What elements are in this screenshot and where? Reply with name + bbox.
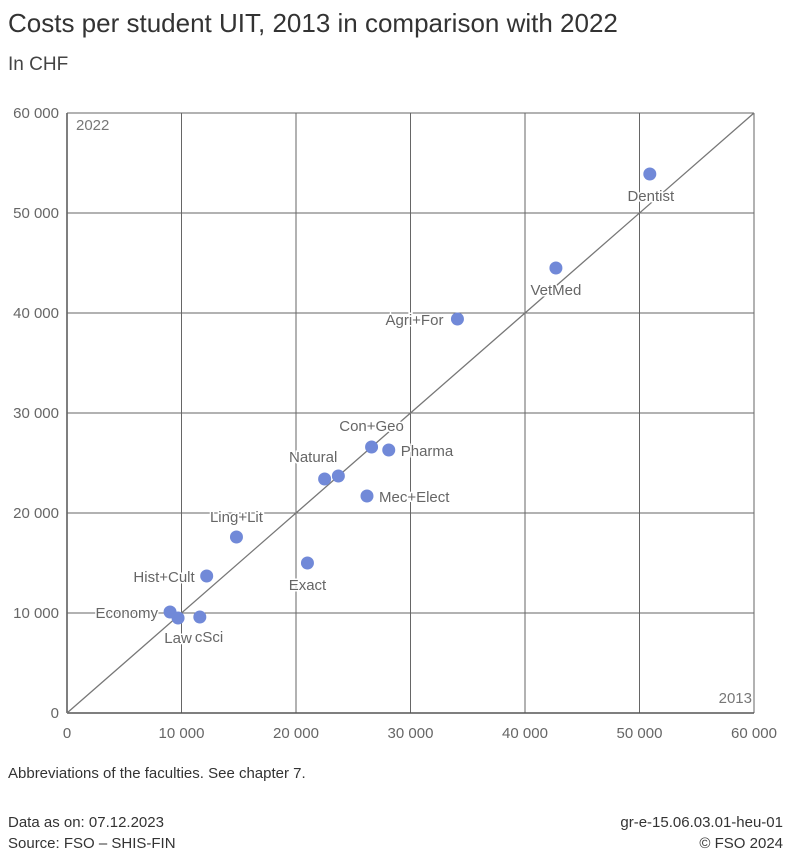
y-axis-label: 2022 bbox=[76, 117, 109, 134]
data-point bbox=[171, 611, 185, 625]
data-label: VetMed bbox=[530, 282, 581, 299]
data-point bbox=[643, 167, 657, 181]
data-label: Con+Geo bbox=[339, 418, 404, 435]
scatter-chart: 0 10 000 20 000 30 000 40 000 50 000 60 000 0 10… bbox=[13, 105, 777, 742]
data-point bbox=[193, 610, 207, 624]
chart-title: Costs per student UIT, 2013 in compariso… bbox=[8, 8, 618, 38]
data-label: Agri+For bbox=[386, 312, 444, 329]
data-point bbox=[331, 469, 345, 483]
faculty-note: Abbreviations of the faculties. See chap… bbox=[8, 765, 306, 782]
data-label: Exact bbox=[289, 577, 327, 594]
data-point bbox=[300, 556, 314, 570]
x-tick-label: 10 000 bbox=[159, 725, 205, 742]
data-label: Economy bbox=[96, 605, 159, 622]
copyright: © FSO 2024 bbox=[699, 835, 783, 852]
x-tick-label: 20 000 bbox=[273, 725, 319, 742]
x-tick-label: 50 000 bbox=[617, 725, 663, 742]
data-point bbox=[365, 440, 379, 454]
data-date: Data as on: 07.12.2023 bbox=[8, 814, 164, 831]
data-point bbox=[450, 312, 464, 326]
y-tick-label: 30 000 bbox=[13, 405, 59, 422]
y-tick-label: 60 000 bbox=[13, 105, 59, 122]
data-label: Hist+Cult bbox=[133, 569, 195, 586]
x-tick-label: 40 000 bbox=[502, 725, 548, 742]
data-point bbox=[382, 443, 396, 457]
y-tick-label: 10 000 bbox=[13, 605, 59, 622]
data-label: Pharma bbox=[401, 443, 454, 460]
x-tick-label: 30 000 bbox=[388, 725, 434, 742]
y-tick-label: 40 000 bbox=[13, 305, 59, 322]
data-point bbox=[549, 261, 563, 275]
footer-left: Data as on: 07.12.2023 Source: FSO – SHI… bbox=[8, 812, 176, 854]
data-label: Dentist bbox=[627, 188, 675, 205]
chart-subtitle: In CHF bbox=[8, 54, 69, 75]
x-tick-label: 0 bbox=[63, 725, 71, 742]
data-label: cSci bbox=[195, 629, 223, 646]
data-label: Law bbox=[164, 630, 192, 647]
data-label: Mec+Elect bbox=[379, 489, 450, 506]
x-tick-label: 60 000 bbox=[731, 725, 777, 742]
source: Source: FSO – SHIS-FIN bbox=[8, 835, 176, 852]
data-label: Natural bbox=[289, 449, 337, 466]
data-point bbox=[360, 489, 374, 503]
y-tick-label: 50 000 bbox=[13, 205, 59, 222]
chart-code: gr-e-15.06.03.01-heu-01 bbox=[620, 814, 783, 831]
y-tick-label: 20 000 bbox=[13, 505, 59, 522]
x-axis-label: 2013 bbox=[719, 690, 752, 707]
data-point bbox=[318, 472, 332, 486]
data-point bbox=[200, 569, 214, 583]
data-label: Ling+Lit bbox=[210, 509, 264, 526]
y-tick-label: 0 bbox=[51, 705, 59, 722]
footer-right: gr-e-15.06.03.01-heu-01 © FSO 2024 bbox=[620, 812, 783, 854]
data-point bbox=[229, 530, 243, 544]
